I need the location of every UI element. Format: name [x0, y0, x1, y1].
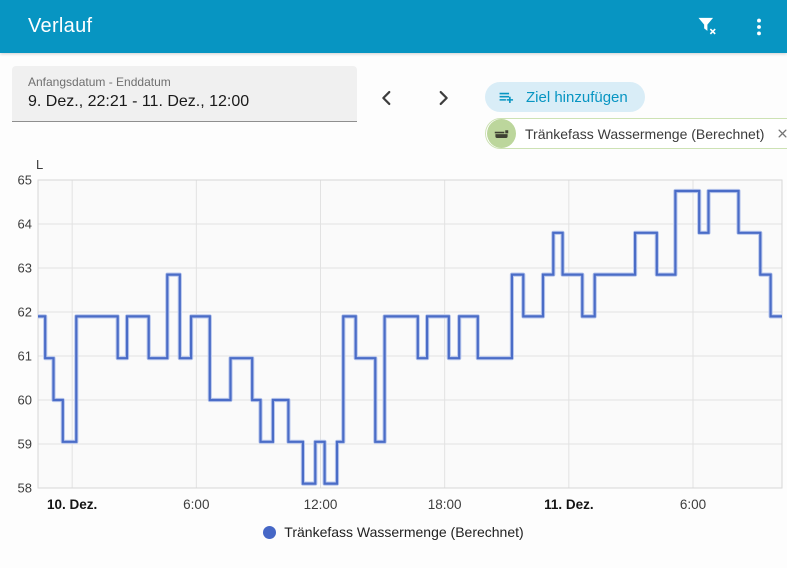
y-tick-label: 64: [18, 217, 32, 232]
x-tick-label: 18:00: [428, 497, 462, 512]
page-title: Verlauf: [28, 15, 93, 37]
x-tick-label: 12:00: [304, 497, 338, 512]
y-tick-label: 58: [18, 481, 32, 496]
filter-remove-button[interactable]: [689, 9, 725, 45]
playlist-plus-icon: [499, 92, 514, 103]
entity-chip-label: Tränkefass Wassermenge (Berechnet): [525, 125, 765, 142]
legend-label: Tränkefass Wassermenge (Berechnet): [284, 524, 524, 540]
dots-vertical-icon: [757, 18, 761, 35]
x-tick-label: 6:00: [183, 497, 209, 512]
history-chart[interactable]: 58 59 60 61 62 63 64 65 10. Dez. 6:00 12:00 18:00 11…: [0, 150, 787, 520]
prev-period-button[interactable]: [373, 84, 401, 112]
app-bar: Verlauf: [0, 0, 787, 53]
date-range-value: 9. Dez., 22:21 - 11. Dez., 12:00: [28, 93, 250, 110]
water-trough-icon: [487, 119, 516, 148]
chevron-right-icon: [439, 90, 448, 106]
y-tick-label: 63: [18, 261, 32, 276]
overflow-menu-button[interactable]: [741, 9, 777, 45]
x-tick-label: 10. Dez.: [47, 497, 97, 512]
y-tick-label: 60: [18, 393, 32, 408]
x-tick-label: 11. Dez.: [544, 497, 594, 512]
plot-border: [37, 179, 783, 489]
chart-legend: Tränkefass Wassermenge (Berechnet): [0, 524, 787, 540]
filter-remove-icon: [697, 17, 716, 35]
legend-item[interactable]: Tränkefass Wassermenge (Berechnet): [263, 524, 524, 540]
add-target-label: Ziel hinzufügen: [526, 88, 628, 106]
series-line: [38, 189, 782, 485]
x-tick-label: 6:00: [680, 497, 706, 512]
chip-close-button[interactable]: [773, 124, 787, 143]
date-range-label: Anfangsdatum - Enddatum: [28, 75, 171, 89]
y-axis-unit-label: L: [36, 157, 43, 172]
chevron-left-icon: [382, 90, 391, 106]
close-icon: [778, 129, 787, 138]
app-bar-actions: [689, 0, 777, 53]
date-range-field[interactable]: Anfangsdatum - Enddatum 9. Dez., 22:21 -…: [12, 66, 357, 122]
entity-chip[interactable]: Tränkefass Wassermenge (Berechnet): [485, 118, 787, 149]
y-tick-label: 61: [18, 349, 32, 364]
y-tick-label: 62: [18, 305, 32, 320]
y-tick-label: 59: [18, 437, 32, 452]
y-tick-label: 65: [18, 173, 32, 188]
legend-dot-icon: [263, 525, 277, 539]
add-target-button[interactable]: Ziel hinzufügen: [485, 82, 645, 112]
next-period-button[interactable]: [429, 84, 457, 112]
